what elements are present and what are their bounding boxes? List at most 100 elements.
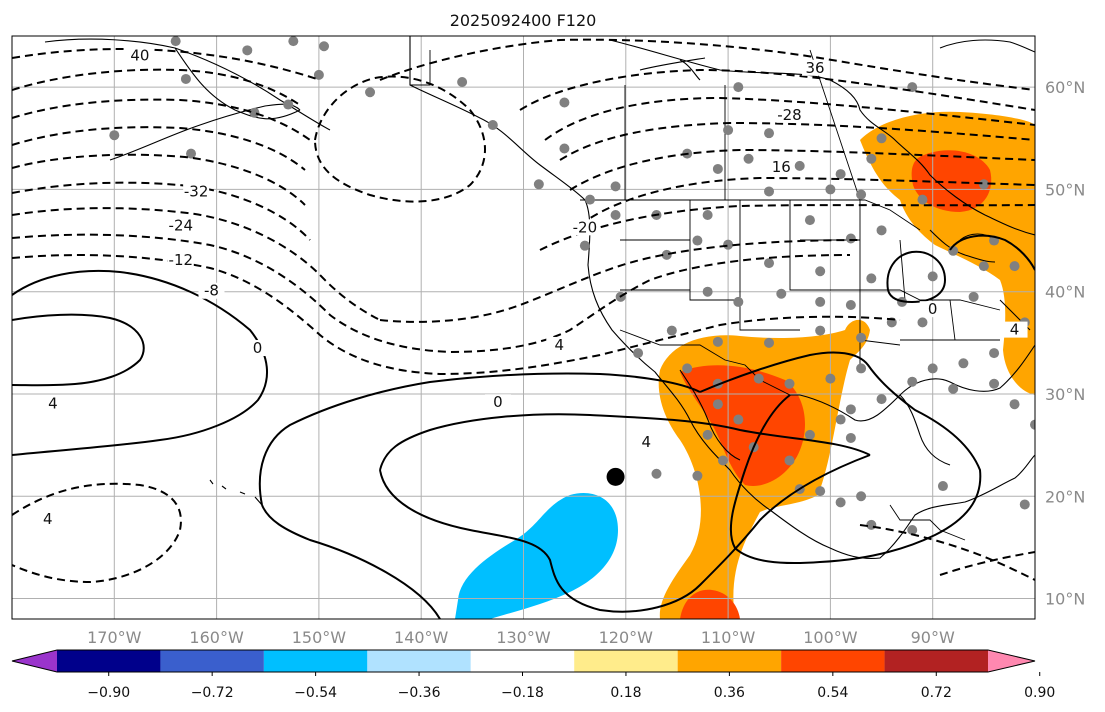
contour-label: 0 [253, 339, 263, 357]
contour-label-bg [484, 394, 511, 411]
station-marker [784, 455, 795, 466]
station-marker [533, 179, 544, 190]
positive-anomaly-region-canada [860, 111, 1035, 395]
contour-label: 4 [43, 510, 53, 528]
contour-label-bg [34, 510, 61, 527]
colorbar-bin [160, 650, 264, 672]
colorbar-bin [574, 650, 678, 672]
station-marker [723, 125, 734, 136]
station-marker [876, 225, 887, 236]
lon-tick-label: 110°W [701, 628, 756, 647]
contour-label: 0 [928, 300, 938, 318]
map-frame [11, 35, 1036, 620]
contour-label-bg [167, 217, 194, 234]
contour-label: -20 [573, 218, 598, 236]
contour-label: -12 [169, 251, 194, 269]
station-marker [712, 163, 723, 174]
station-marker [610, 181, 621, 192]
contour-label: -32 [184, 183, 209, 201]
station-marker [764, 128, 775, 139]
contour-label: -28 [777, 106, 802, 124]
station-marker [815, 486, 826, 497]
station-marker [815, 325, 826, 336]
contour-label: 36 [806, 59, 825, 77]
station-marker [723, 239, 734, 250]
colorbar-tick-label: 0.36 [714, 685, 745, 701]
station-marker [804, 215, 815, 226]
colorbar-tick-label: −0.18 [501, 685, 544, 701]
station-marker [794, 160, 805, 171]
station-marker [1009, 261, 1020, 272]
colorbar-tick-labels: −0.90 −0.72 −0.54 −0.36 −0.18 0.18 0.36 0.54 0.7… [87, 672, 1055, 701]
contour-lines [12, 38, 1035, 619]
colorbar-tick-label: −0.72 [191, 685, 234, 701]
contour-label-bg [768, 158, 795, 175]
contour-label-bg [633, 434, 660, 451]
station-marker [109, 130, 120, 141]
station-marker [927, 271, 938, 282]
colorbar-bin [470, 650, 575, 672]
station-marker [702, 429, 713, 440]
station-marker [249, 107, 260, 118]
station-marker [1030, 419, 1035, 430]
colorbar-bin [367, 650, 471, 672]
station-marker [733, 296, 744, 307]
station-marker [917, 194, 928, 205]
lat-tick-label: 10°N [1045, 590, 1085, 609]
station-marker [712, 336, 723, 347]
lon-tick-label: 100°W [803, 628, 858, 647]
station-marker [712, 399, 723, 410]
station-marker [835, 169, 846, 180]
station-marker [559, 97, 570, 108]
colorbar-tick-label: 0.18 [610, 685, 641, 701]
lat-tick-label: 20°N [1045, 487, 1085, 506]
latitude-labels: 10°N 20°N 30°N 40°N 50°N 60°N [1045, 78, 1085, 608]
shaded-anomaly-field [455, 111, 1035, 619]
station-marker [917, 317, 928, 328]
contour-label-bg [39, 395, 66, 412]
colorbar-bin [677, 650, 782, 672]
station-marker [815, 266, 826, 277]
lat-tick-label: 60°N [1045, 78, 1085, 97]
station-marker [948, 383, 959, 394]
station-marker [702, 286, 713, 297]
lon-tick-label: 140°W [394, 628, 449, 647]
contour-label: 16 [772, 158, 791, 176]
contour-label-bg [802, 59, 829, 76]
station-marker [1009, 399, 1020, 410]
station-marker [845, 233, 856, 244]
station-marker [835, 414, 846, 425]
contour-label-bg [776, 106, 803, 123]
station-marker [825, 184, 836, 195]
colorbar-tick-label: 0.54 [817, 685, 848, 701]
station-marker [815, 296, 826, 307]
contour-label: 40 [130, 47, 149, 65]
station-marker [283, 99, 294, 110]
station-marker [661, 249, 672, 260]
station-marker [866, 519, 877, 530]
contour-label: 4 [48, 394, 58, 412]
station-marker [776, 288, 787, 299]
station-marker [186, 148, 197, 159]
colorbar-bin [884, 650, 988, 672]
station-marker [764, 186, 775, 197]
longitude-labels: 170°W 160°W 150°W 140°W 130°W 120°W 110°W 100°W… [87, 628, 955, 647]
station-marker [856, 332, 867, 343]
station-marker [1019, 499, 1030, 510]
contour-label: 0 [493, 393, 503, 411]
contour-label-bg [198, 282, 225, 299]
contour-label-bg [919, 301, 946, 318]
station-marker [288, 36, 299, 47]
station-marker [856, 363, 867, 374]
contour-label: -24 [169, 216, 194, 234]
station-marker [968, 291, 979, 302]
lat-tick-label: 40°N [1045, 283, 1085, 302]
lat-tick-label: 50°N [1045, 180, 1085, 199]
colorbar-bin [781, 650, 885, 672]
colorbar-tick-label: −0.90 [87, 685, 130, 701]
lon-tick-label: 120°W [599, 628, 654, 647]
station-marker [927, 363, 938, 374]
station-marker [313, 69, 324, 80]
